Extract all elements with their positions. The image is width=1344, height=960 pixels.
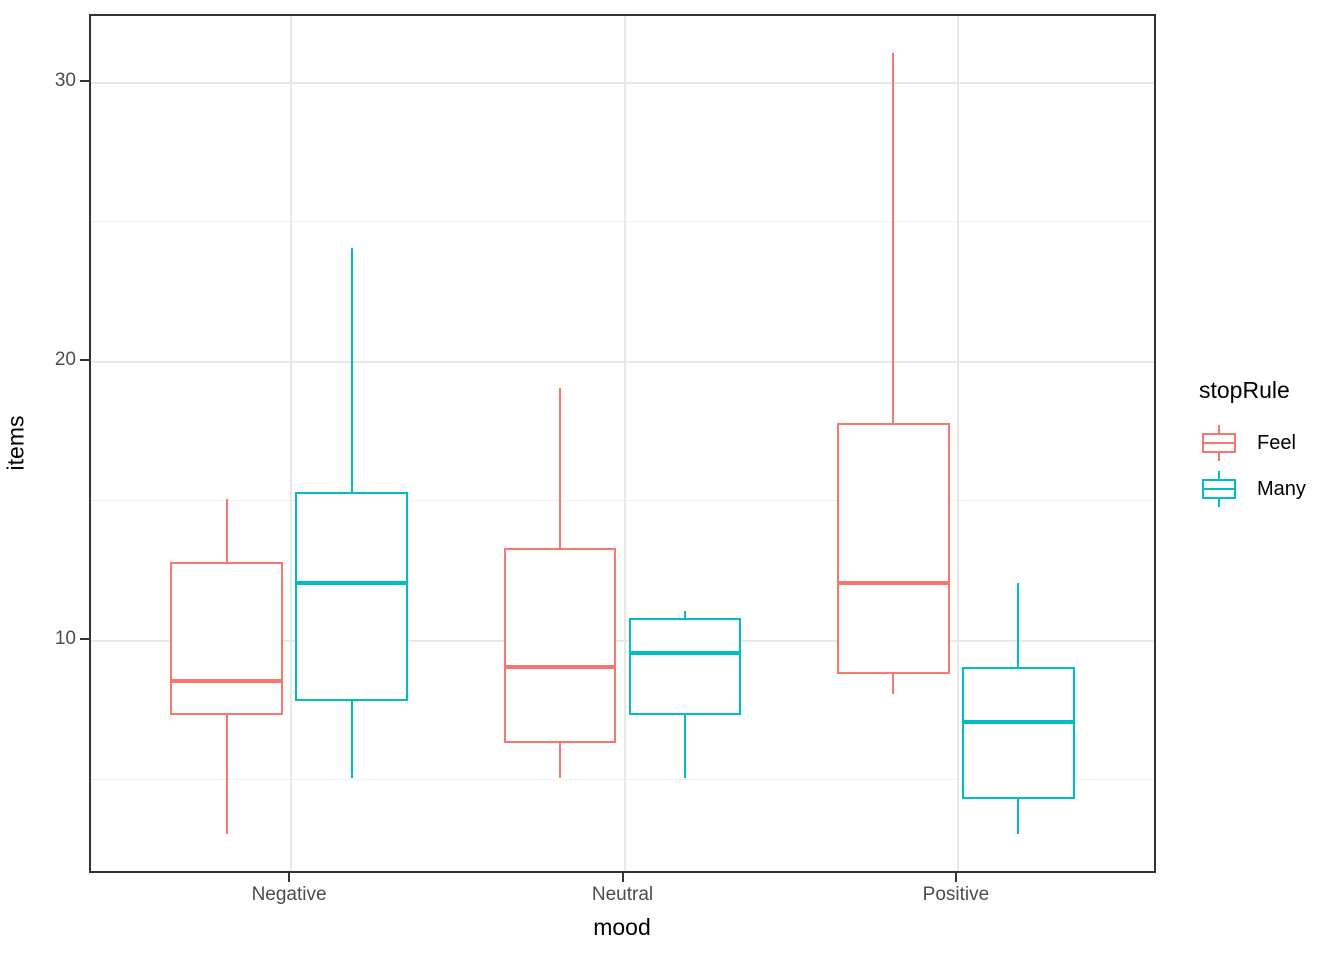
box-many-negative: [295, 492, 408, 702]
y-tick-label: 20: [54, 348, 76, 370]
legend-label-feel: Feel: [1257, 431, 1296, 454]
y-axis-tick: [80, 637, 89, 640]
y-axis-title: items: [2, 415, 29, 471]
box-feel-neutral: [503, 548, 617, 744]
box-feel-negative: [170, 562, 283, 716]
median-feel-positive: [837, 580, 950, 585]
gridline-y-minor: [91, 221, 1154, 223]
gridline-x-major: [623, 16, 626, 871]
legend-key-median: [1202, 488, 1236, 490]
x-tick-label-neutral: Neutral: [591, 884, 654, 905]
median-feel-neutral: [503, 664, 617, 669]
gridline-y-minor: [91, 779, 1154, 781]
y-axis-tick: [80, 358, 89, 361]
y-tick-label: 30: [54, 69, 76, 91]
box-many-positive: [962, 666, 1075, 800]
legend-entry-many: Many: [1199, 466, 1344, 512]
gridline-y-minor: [91, 500, 1154, 502]
legend: stopRule Feel Many: [1199, 377, 1344, 512]
median-many-neutral: [628, 650, 742, 655]
x-axis-tick: [621, 873, 624, 882]
gridline-y-major: [91, 360, 1154, 363]
legend-key-median: [1202, 442, 1236, 444]
gridline-y-major: [91, 639, 1154, 642]
median-many-negative: [295, 580, 408, 585]
legend-entry-feel: Feel: [1199, 420, 1344, 466]
x-tick-label-negative: Negative: [251, 884, 327, 905]
x-axis-tick: [288, 873, 291, 882]
x-axis-tick: [954, 873, 957, 882]
legend-key-boxplot-icon: [1199, 468, 1239, 510]
legend-label-many: Many: [1257, 477, 1306, 500]
box-feel-positive: [837, 422, 950, 674]
legend-entries: Feel Many: [1199, 420, 1344, 512]
median-many-positive: [962, 720, 1075, 725]
median-feel-negative: [170, 678, 283, 683]
legend-title: stopRule: [1199, 377, 1290, 403]
whisker-feel-positive: [892, 53, 895, 695]
gridline-x-major: [956, 16, 959, 871]
legend-key-boxplot-icon: [1199, 422, 1239, 464]
x-tick-label-positive: Positive: [922, 884, 990, 905]
gridline-y-major: [91, 81, 1154, 84]
plot-panel: [89, 14, 1156, 873]
box-many-neutral: [628, 617, 742, 716]
y-axis-tick: [80, 79, 89, 82]
y-tick-label: 10: [54, 627, 76, 649]
x-axis-title: mood: [593, 914, 651, 940]
gridline-x-major: [290, 16, 293, 871]
